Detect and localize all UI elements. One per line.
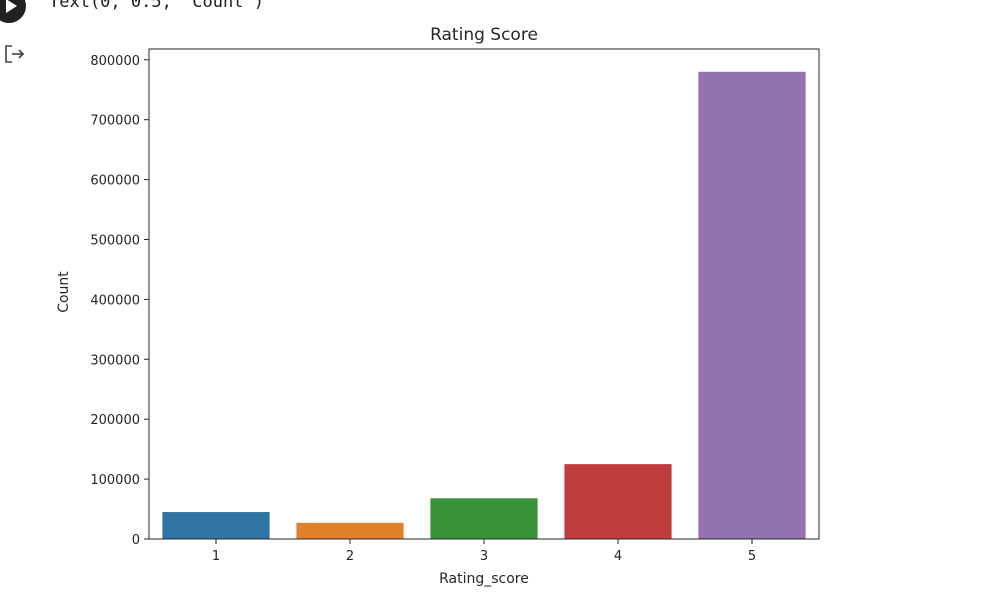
bar-3 xyxy=(430,498,538,539)
y-tick-label: 800000 xyxy=(90,54,140,69)
x-tick-label: 4 xyxy=(614,549,622,564)
y-axis: 0 100000 200000 300000 400000 500000 600000 700… xyxy=(90,54,149,548)
bar-4 xyxy=(564,464,672,539)
y-tick-label: 700000 xyxy=(90,114,140,129)
y-tick-label: 600000 xyxy=(90,174,140,189)
bar-5 xyxy=(698,71,806,540)
bar-2 xyxy=(296,522,404,539)
bars-layer xyxy=(162,71,806,540)
output-redirect-icon xyxy=(5,45,25,63)
y-tick-label: 100000 xyxy=(90,473,140,488)
run-cell-button[interactable] xyxy=(0,0,26,23)
play-icon xyxy=(6,0,17,13)
x-axis-label: Rating_score xyxy=(439,571,529,587)
x-tick-label: 5 xyxy=(748,549,756,564)
x-axis: 1 2 3 4 5 xyxy=(212,539,756,564)
y-tick-label: 0 xyxy=(132,533,140,548)
y-tick-label: 500000 xyxy=(90,233,140,248)
bar-1 xyxy=(162,512,270,539)
chart-title: Rating Score xyxy=(430,25,538,45)
y-tick-label: 400000 xyxy=(90,293,140,308)
x-tick-label: 1 xyxy=(212,549,220,564)
y-tick-label: 200000 xyxy=(90,413,140,428)
y-tick-label: 300000 xyxy=(90,353,140,368)
y-axis-label: Count xyxy=(56,271,72,313)
cell-output-text: Text(0, 0.5, 'Count') xyxy=(49,0,264,12)
x-tick-label: 2 xyxy=(346,549,354,564)
x-tick-label: 3 xyxy=(480,549,488,564)
